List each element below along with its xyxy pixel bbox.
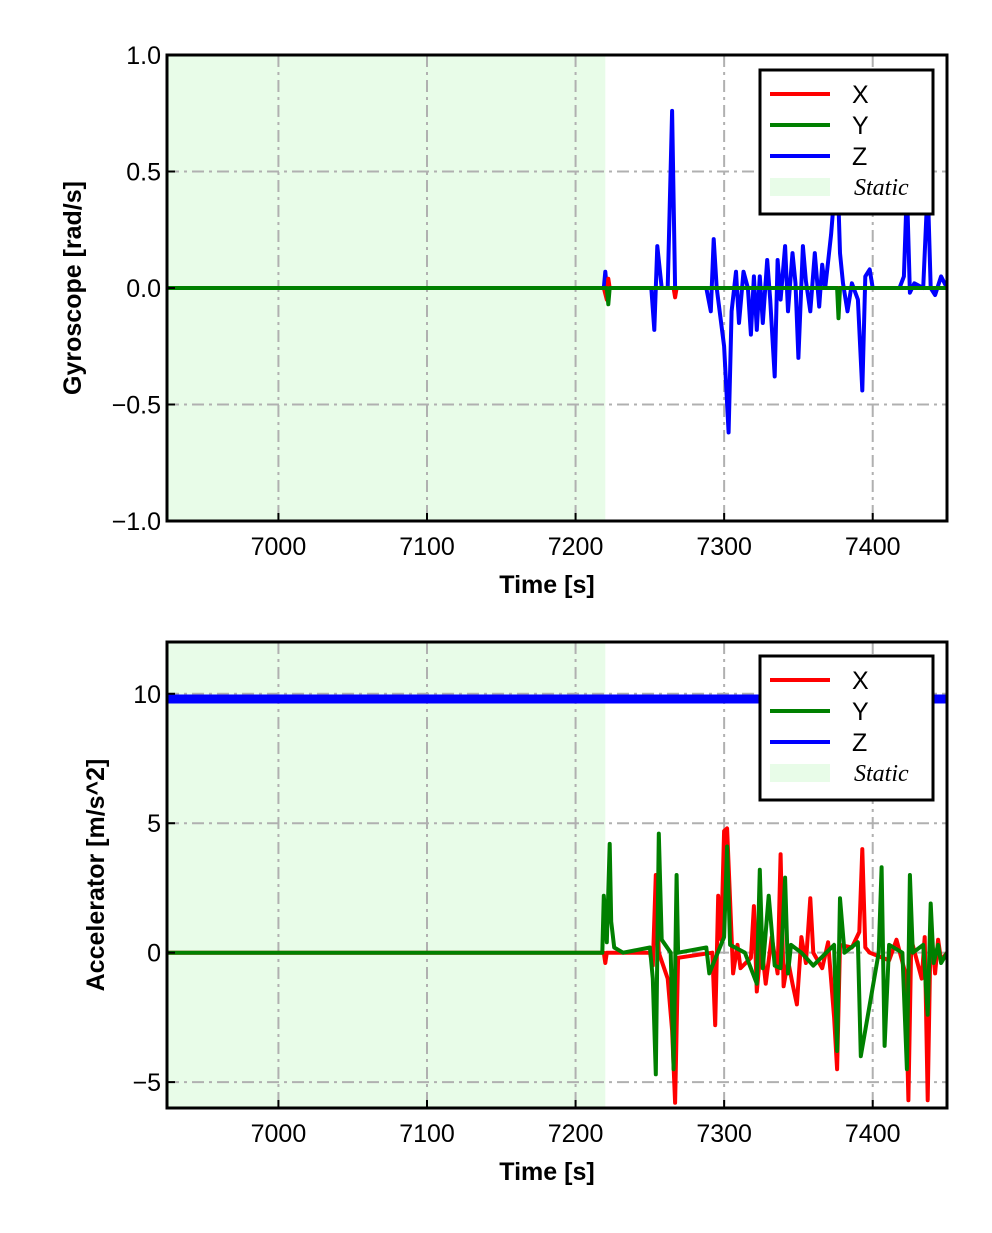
y-tick-label: 1.0 [126,42,161,70]
legend-swatch-static [770,764,830,782]
y-tick-label: 10 [133,681,161,709]
x-tick-label: 7400 [845,1120,901,1148]
x-tick-label: 7200 [548,1120,604,1148]
series-line-y [167,286,947,321]
x-tick-label: 7200 [548,533,604,561]
series-line-y [167,831,947,1077]
x-axis-label: Time [s] [499,1158,594,1186]
y-tick-label: 5 [147,810,161,838]
y-tick-label: 0 [147,940,161,968]
legend-label-x: X [852,667,869,695]
x-tick-label: 7000 [251,1120,307,1148]
y-tick-label: −0.5 [112,392,161,420]
x-tick-label: 7100 [399,1120,455,1148]
legend-label-z: Z [852,143,867,171]
y-tick-label: −1.0 [112,508,161,536]
x-tick-label: 7300 [696,533,752,561]
legend-label-y: Y [852,698,869,726]
legend-label-y: Y [852,112,869,140]
legend-label-z: Z [852,729,867,757]
y-axis-label: Accelerator [m/s^2] [82,759,110,992]
chart-panel-accelerator: 7000 7100 7200 7300 7400 −5 0 5 10 Time [s] Accele… [82,640,949,1186]
legend-label-x: X [852,81,869,109]
x-tick-label: 7300 [696,1120,752,1148]
y-tick-label: 0.5 [126,159,161,187]
plot-area [167,108,947,435]
legend-swatch-static [770,178,830,196]
series-line-x [167,826,947,1105]
x-tick-label: 7000 [251,533,307,561]
axes-frame [165,640,949,1110]
x-tick-label: 7400 [845,533,901,561]
y-axis-label: Gyroscope [rad/s] [59,181,87,395]
legend-label-static: Static [854,761,909,787]
legend-label-static: Static [854,175,909,201]
x-tick-label: 7100 [399,533,455,561]
y-tick-label: 0.0 [126,275,161,303]
x-axis-label: Time [s] [499,571,594,599]
legend: XYZ Static [758,68,935,216]
chart-panel-gyroscope: 7000 7100 7200 7300 7400 −1.0 −0.5 0.0 0.5 1.0 Tim… [59,42,949,599]
static-region [167,642,606,1108]
y-tick-label: −5 [132,1069,161,1097]
legend: XYZ Static [758,654,935,802]
